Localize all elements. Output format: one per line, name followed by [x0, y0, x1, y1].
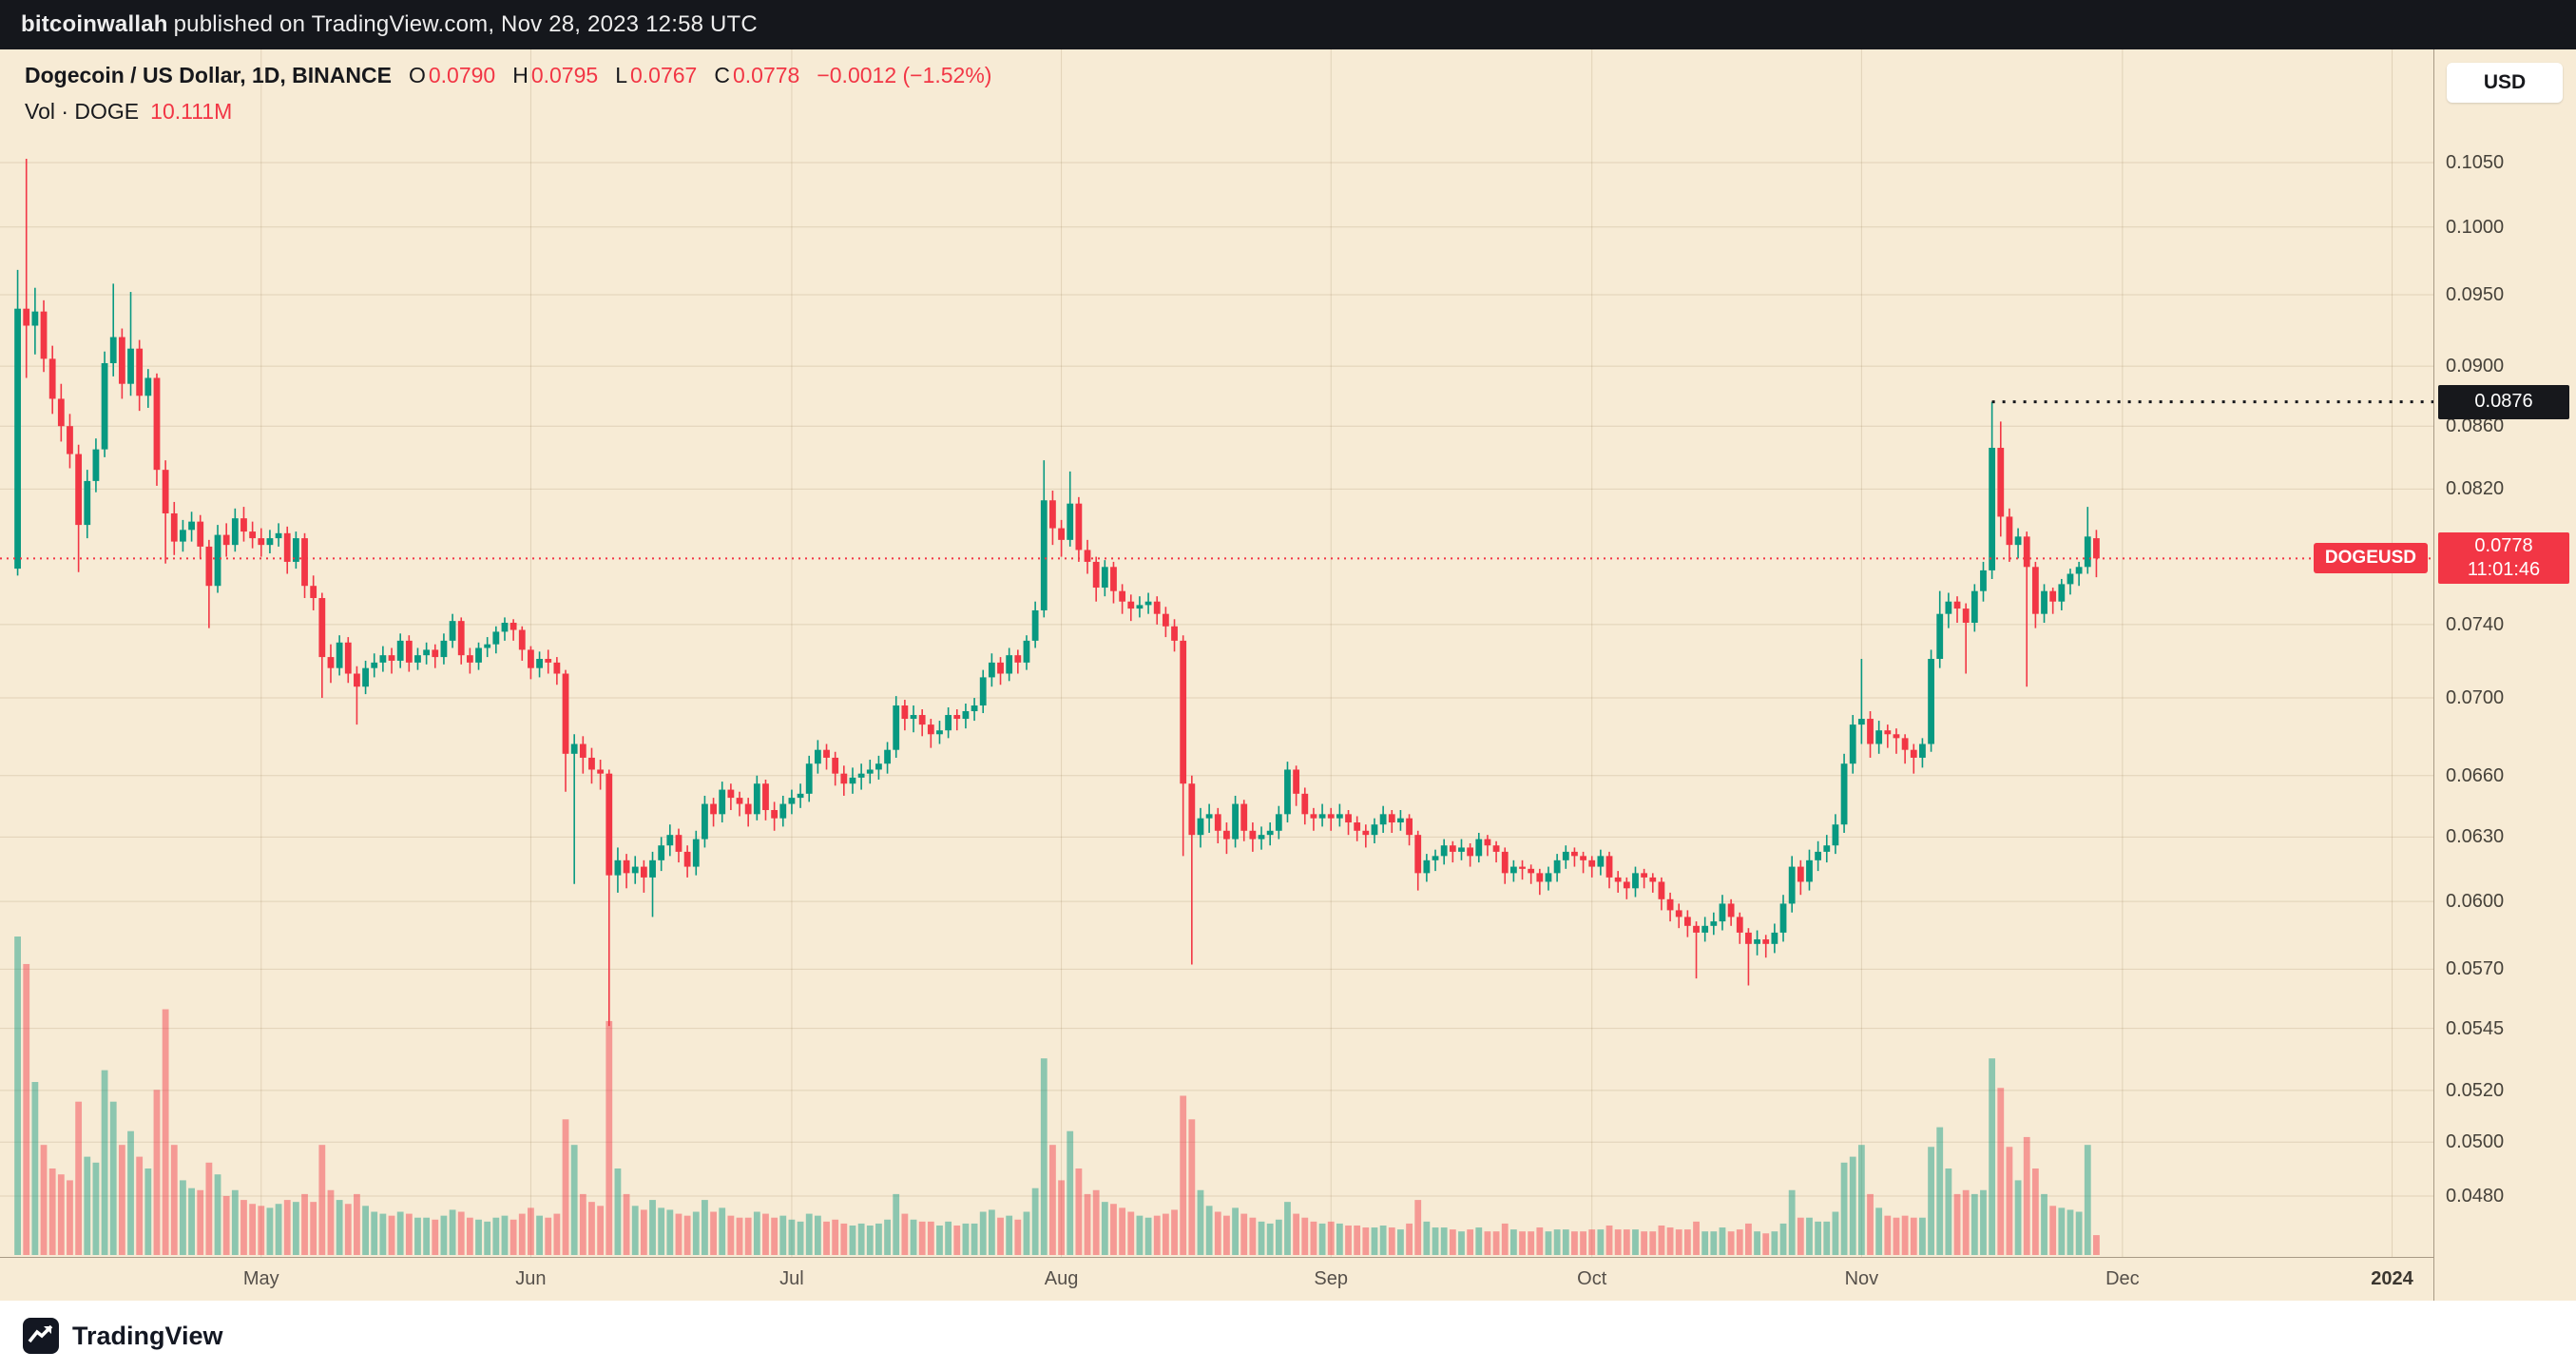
price-tick-label: 0.1000 — [2446, 216, 2505, 238]
price-line-label: DOGEUSD — [2313, 543, 2428, 574]
volume-legend: Vol · DOGE 10.111M — [25, 99, 232, 125]
footer: TradingView — [0, 1301, 2576, 1371]
candlestick-chart[interactable] — [0, 49, 2433, 1257]
change-value: −0.0012 (−1.52%) — [817, 63, 992, 87]
open-value: O 0.0790 — [409, 63, 495, 88]
time-axis-label: Jul — [779, 1268, 804, 1289]
time-axis-label: May — [242, 1268, 279, 1289]
tradingview-wordmark[interactable]: TradingView — [72, 1321, 223, 1350]
volume-label: Vol · DOGE — [25, 99, 140, 124]
low-number: 0.0767 — [629, 63, 698, 87]
symbol-title[interactable]: Dogecoin / US Dollar, 1D, BINANCE — [25, 63, 392, 87]
price-tick-label: 0.0740 — [2446, 613, 2505, 635]
time-axis-label: Dec — [2105, 1268, 2140, 1289]
grid-lines — [0, 49, 2433, 1257]
price-tick-label: 0.0660 — [2446, 764, 2505, 786]
close-value: C 0.0778 — [714, 63, 799, 88]
price-tick-label: 0.0500 — [2446, 1131, 2505, 1153]
time-axis-label: Oct — [1577, 1268, 1607, 1289]
time-axis-label: Aug — [1044, 1268, 1079, 1289]
price-tick-label: 0.1050 — [2446, 152, 2505, 173]
volume-bars — [14, 937, 2100, 1255]
low-label: L — [615, 63, 627, 87]
time-axis-label: Nov — [1844, 1268, 1879, 1289]
last-price-value: 0.0778 — [2474, 535, 2533, 557]
price-tick-label: 0.0545 — [2446, 1017, 2505, 1039]
publish-info: published on TradingView.com, Nov 28, 20… — [173, 11, 758, 37]
price-tick-label: 0.0630 — [2446, 826, 2505, 848]
price-tick-label: 0.0570 — [2446, 958, 2505, 980]
time-axis[interactable]: May Jun Jul Aug Sep Oct Nov Dec 2024 — [0, 1257, 2576, 1301]
price-axis[interactable]: USD 0.0876 0.0778 11:01:46 0.1050 0.1000 0… — [2433, 49, 2576, 1301]
high-value: H 0.0795 — [512, 63, 598, 88]
price-tick-label: 0.0700 — [2446, 687, 2505, 709]
price-tick-label: 0.0860 — [2446, 415, 2505, 437]
close-number: 0.0778 — [732, 63, 800, 87]
open-number: 0.0790 — [428, 63, 496, 87]
symbol-legend: Dogecoin / US Dollar, 1D, BINANCE O 0.079… — [25, 63, 991, 88]
time-axis-label: Jun — [515, 1268, 547, 1289]
bar-countdown: 11:01:46 — [2467, 559, 2541, 581]
chart-area[interactable]: Dogecoin / US Dollar, 1D, BINANCE O 0.079… — [0, 49, 2576, 1301]
price-lines — [0, 400, 2433, 560]
price-tick-label: 0.0600 — [2446, 891, 2505, 913]
high-label: H — [512, 63, 529, 87]
close-label: C — [714, 63, 730, 87]
price-tick-label: 0.0900 — [2446, 356, 2505, 377]
time-axis-label: 2024 — [2371, 1268, 2413, 1289]
currency-toggle-button[interactable]: USD — [2447, 63, 2563, 103]
low-value: L 0.0767 — [615, 63, 697, 88]
publish-bar: bitcoinwallah published on TradingView.c… — [0, 0, 2576, 49]
high-number: 0.0795 — [530, 63, 599, 87]
open-label: O — [408, 63, 426, 87]
price-tick-label: 0.0820 — [2446, 478, 2505, 500]
candles — [14, 159, 2100, 1027]
time-axis-label: Sep — [1314, 1268, 1349, 1289]
price-tick-label: 0.0480 — [2446, 1186, 2505, 1207]
price-tick-label: 0.0520 — [2446, 1079, 2505, 1101]
price-tick-label: 0.0950 — [2446, 283, 2505, 305]
tradingview-logo[interactable] — [23, 1318, 59, 1354]
volume-value: 10.111M — [150, 99, 233, 124]
high-price-badge: 0.0876 — [2438, 384, 2569, 419]
publisher-username: bitcoinwallah — [21, 11, 168, 37]
last-price-badge: 0.0778 11:01:46 — [2438, 532, 2569, 585]
